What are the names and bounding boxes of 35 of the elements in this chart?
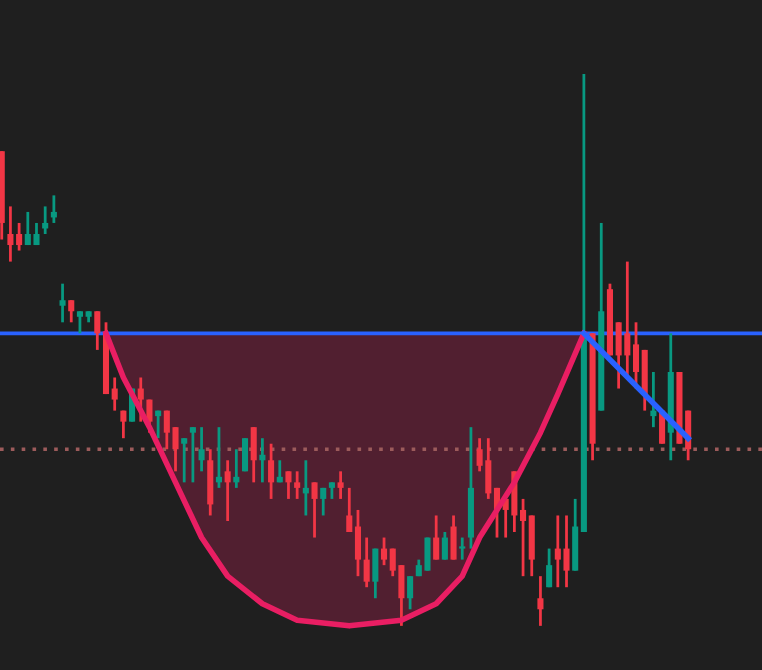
candlestick [285,469,292,501]
candlestick [94,309,101,352]
candlestick [450,514,457,562]
candlestick [181,436,188,484]
candlestick [537,574,544,628]
candlestick [459,536,466,562]
candlestick [68,298,75,324]
candlestick [189,425,196,484]
candlestick [354,508,362,578]
candlestick [563,514,570,589]
candlestick [337,469,344,501]
candlestick [241,436,249,473]
candlestick [624,260,631,379]
candlestick [268,442,275,501]
candlestick [320,486,327,517]
candlestick [311,480,318,539]
candlestick [433,514,440,562]
candlestick [381,536,388,567]
candlestick [207,447,214,517]
candlestick [137,376,144,424]
candlestick [485,436,492,501]
candlestick [250,425,257,484]
candlestick [120,409,127,440]
candlestick [372,547,379,600]
candlestick [424,536,431,573]
candlestick [198,425,205,473]
candlestick [224,458,231,523]
candlestick [546,547,553,589]
candlestick [59,282,66,324]
candlestick [441,530,448,562]
candlestick [407,574,414,611]
candlestick [363,536,370,589]
candlestick [528,514,535,578]
candlestick [7,205,14,263]
candlestick [294,469,301,501]
